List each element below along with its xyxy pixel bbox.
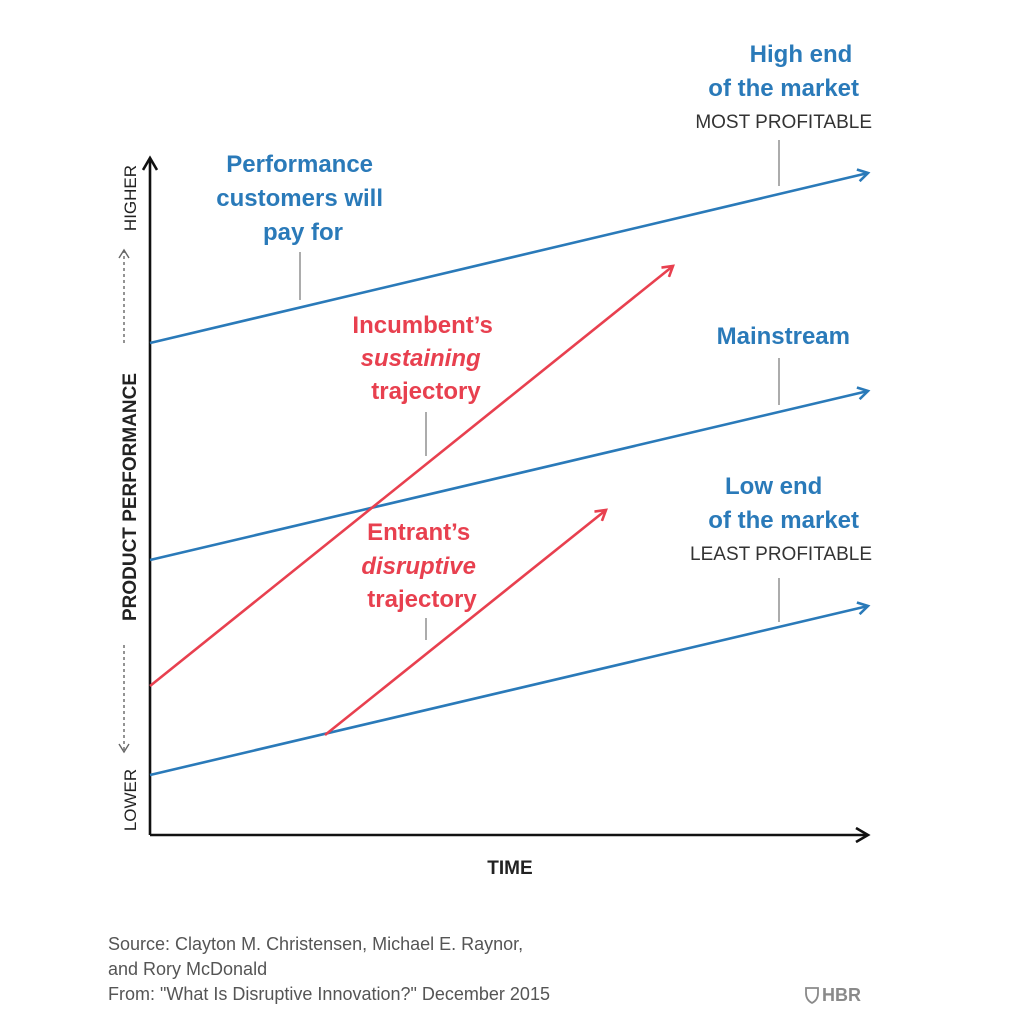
y-axis-dash-higher-arrowhead [118,248,130,259]
incumbent-label: Incumbent’s sustaining trajectory [352,312,499,405]
incumbent-label-line1: Incumbent’s [352,312,492,339]
high-end-note: MOST PROFITABLE [695,112,872,133]
y-axis-lower-label: LOWER [121,769,140,831]
high-end-label-line1: High end [750,41,853,68]
high-end-label-line2: of the market [708,75,859,102]
mainstream-label: Mainstream [717,323,850,350]
source-line2: and Rory McDonald [108,959,267,979]
performance-label-line2: customers will [216,185,383,212]
low-end-label-line1: Low end [725,473,822,500]
entrant-label-line1: Entrant’s [367,519,470,546]
performance-line [149,173,868,345]
performance-label: Performance customers will pay for [216,151,389,246]
source-line3: From: "What Is Disruptive Innovation?" D… [108,984,550,1004]
performance-label-line3: pay for [263,219,343,246]
source-note: Source: Clayton M. Christensen, Michael … [108,934,550,1004]
low-end-label: Low end of the market [708,473,859,534]
low-end-line [149,606,868,777]
hbr-brand: HBR [822,985,861,1005]
incumbent-trajectory-line [149,266,673,688]
y-axis-label: PRODUCT PERFORMANCE [120,373,141,621]
incumbent-label-line3: trajectory [371,378,481,405]
x-axis-label: TIME [487,858,532,879]
y-axis-higher-label: HIGHER [121,165,140,231]
hbr-shield-icon [805,987,819,1005]
high-end-label: High end of the market [708,41,859,102]
mainstream-line [149,391,868,562]
y-axis-dash-lower-arrowhead [118,743,130,754]
low-end-note: LEAST PROFITABLE [690,544,872,565]
entrant-label-line3: trajectory [367,586,477,613]
entrant-label: Entrant’s disruptive trajectory [361,519,482,613]
entrant-label-line2: disruptive [361,553,476,580]
low-end-label-line2: of the market [708,507,859,534]
incumbent-label-line2: sustaining [361,345,481,372]
performance-label-line1: Performance [226,151,373,178]
source-line1: Source: Clayton M. Christensen, Michael … [108,934,523,954]
entrant-trajectory-line [324,510,606,737]
